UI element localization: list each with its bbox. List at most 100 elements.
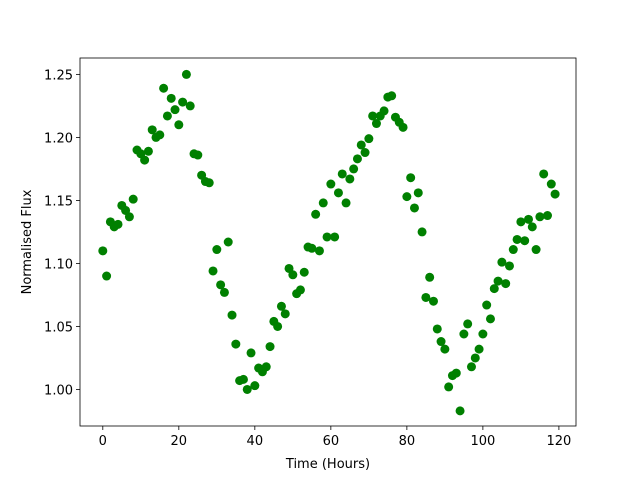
point bbox=[493, 276, 503, 286]
point bbox=[516, 217, 526, 227]
point bbox=[356, 140, 366, 150]
point bbox=[299, 267, 309, 277]
point bbox=[550, 189, 560, 199]
point bbox=[546, 179, 556, 189]
point bbox=[333, 188, 343, 198]
point bbox=[185, 101, 195, 111]
point bbox=[227, 310, 237, 320]
y-tick-label: 1.05 bbox=[44, 320, 73, 335]
point bbox=[140, 155, 150, 165]
point bbox=[482, 300, 492, 310]
point bbox=[463, 319, 473, 329]
point bbox=[223, 237, 233, 247]
point bbox=[398, 122, 408, 132]
point bbox=[512, 234, 522, 244]
point bbox=[166, 93, 176, 103]
point bbox=[508, 245, 518, 255]
point bbox=[451, 368, 461, 378]
point bbox=[368, 111, 378, 121]
point bbox=[212, 245, 222, 255]
point bbox=[364, 134, 374, 144]
point bbox=[459, 329, 469, 339]
point bbox=[242, 384, 252, 394]
point bbox=[387, 91, 397, 101]
point bbox=[170, 105, 180, 115]
point bbox=[155, 130, 165, 140]
point bbox=[504, 261, 514, 271]
point bbox=[330, 232, 340, 242]
point bbox=[322, 232, 332, 242]
point bbox=[444, 382, 454, 392]
point bbox=[535, 212, 545, 222]
point bbox=[265, 342, 275, 352]
point bbox=[276, 301, 286, 311]
point bbox=[413, 188, 423, 198]
point bbox=[273, 321, 283, 331]
point bbox=[193, 150, 203, 160]
point bbox=[497, 257, 507, 267]
point bbox=[428, 296, 438, 306]
x-tick-label: 120 bbox=[546, 434, 571, 449]
x-tick-label: 80 bbox=[399, 434, 416, 449]
x-tick-label: 40 bbox=[247, 434, 264, 449]
point bbox=[246, 348, 256, 358]
y-tick-label: 1.15 bbox=[44, 194, 73, 209]
y-tick-label: 1.25 bbox=[44, 68, 73, 83]
point bbox=[318, 198, 328, 208]
point bbox=[314, 246, 324, 256]
y-axis-label: Normalised Flux bbox=[20, 189, 35, 294]
point bbox=[231, 339, 241, 349]
x-tick-label: 0 bbox=[99, 434, 107, 449]
point bbox=[307, 243, 317, 253]
point bbox=[501, 279, 511, 289]
point bbox=[159, 83, 169, 93]
point bbox=[147, 125, 157, 135]
point bbox=[436, 337, 446, 347]
x-tick-label: 20 bbox=[171, 434, 188, 449]
plot-frame bbox=[79, 57, 577, 427]
point bbox=[178, 97, 188, 107]
point bbox=[432, 324, 442, 334]
x-axis-label: Time (Hours) bbox=[285, 457, 370, 472]
point bbox=[470, 353, 480, 363]
point bbox=[128, 194, 138, 204]
y-tick-label: 1.00 bbox=[44, 383, 73, 398]
point bbox=[174, 120, 184, 130]
y-tick-label: 1.10 bbox=[44, 257, 73, 272]
point bbox=[311, 209, 321, 219]
x-tick-label: 60 bbox=[323, 434, 340, 449]
point bbox=[162, 111, 172, 121]
point bbox=[261, 362, 271, 372]
point bbox=[520, 236, 530, 246]
point bbox=[485, 314, 495, 324]
point bbox=[527, 222, 537, 232]
point bbox=[360, 148, 370, 158]
point bbox=[341, 198, 351, 208]
point bbox=[523, 214, 533, 224]
x-tick-label: 100 bbox=[470, 434, 495, 449]
point bbox=[531, 245, 541, 255]
point bbox=[295, 285, 305, 295]
point bbox=[345, 174, 355, 184]
point bbox=[542, 211, 552, 221]
point bbox=[466, 362, 476, 372]
point bbox=[98, 246, 108, 256]
point bbox=[440, 344, 450, 354]
point bbox=[478, 329, 488, 339]
point bbox=[204, 178, 214, 188]
point bbox=[402, 192, 412, 202]
point bbox=[406, 173, 416, 183]
point bbox=[337, 169, 347, 179]
point bbox=[421, 292, 431, 302]
point bbox=[349, 164, 359, 174]
point bbox=[216, 280, 226, 290]
point bbox=[474, 344, 484, 354]
point bbox=[352, 154, 362, 164]
point bbox=[124, 212, 134, 222]
point bbox=[539, 169, 549, 179]
point bbox=[250, 381, 260, 391]
point bbox=[181, 69, 191, 79]
point bbox=[208, 266, 218, 276]
point bbox=[489, 284, 499, 294]
